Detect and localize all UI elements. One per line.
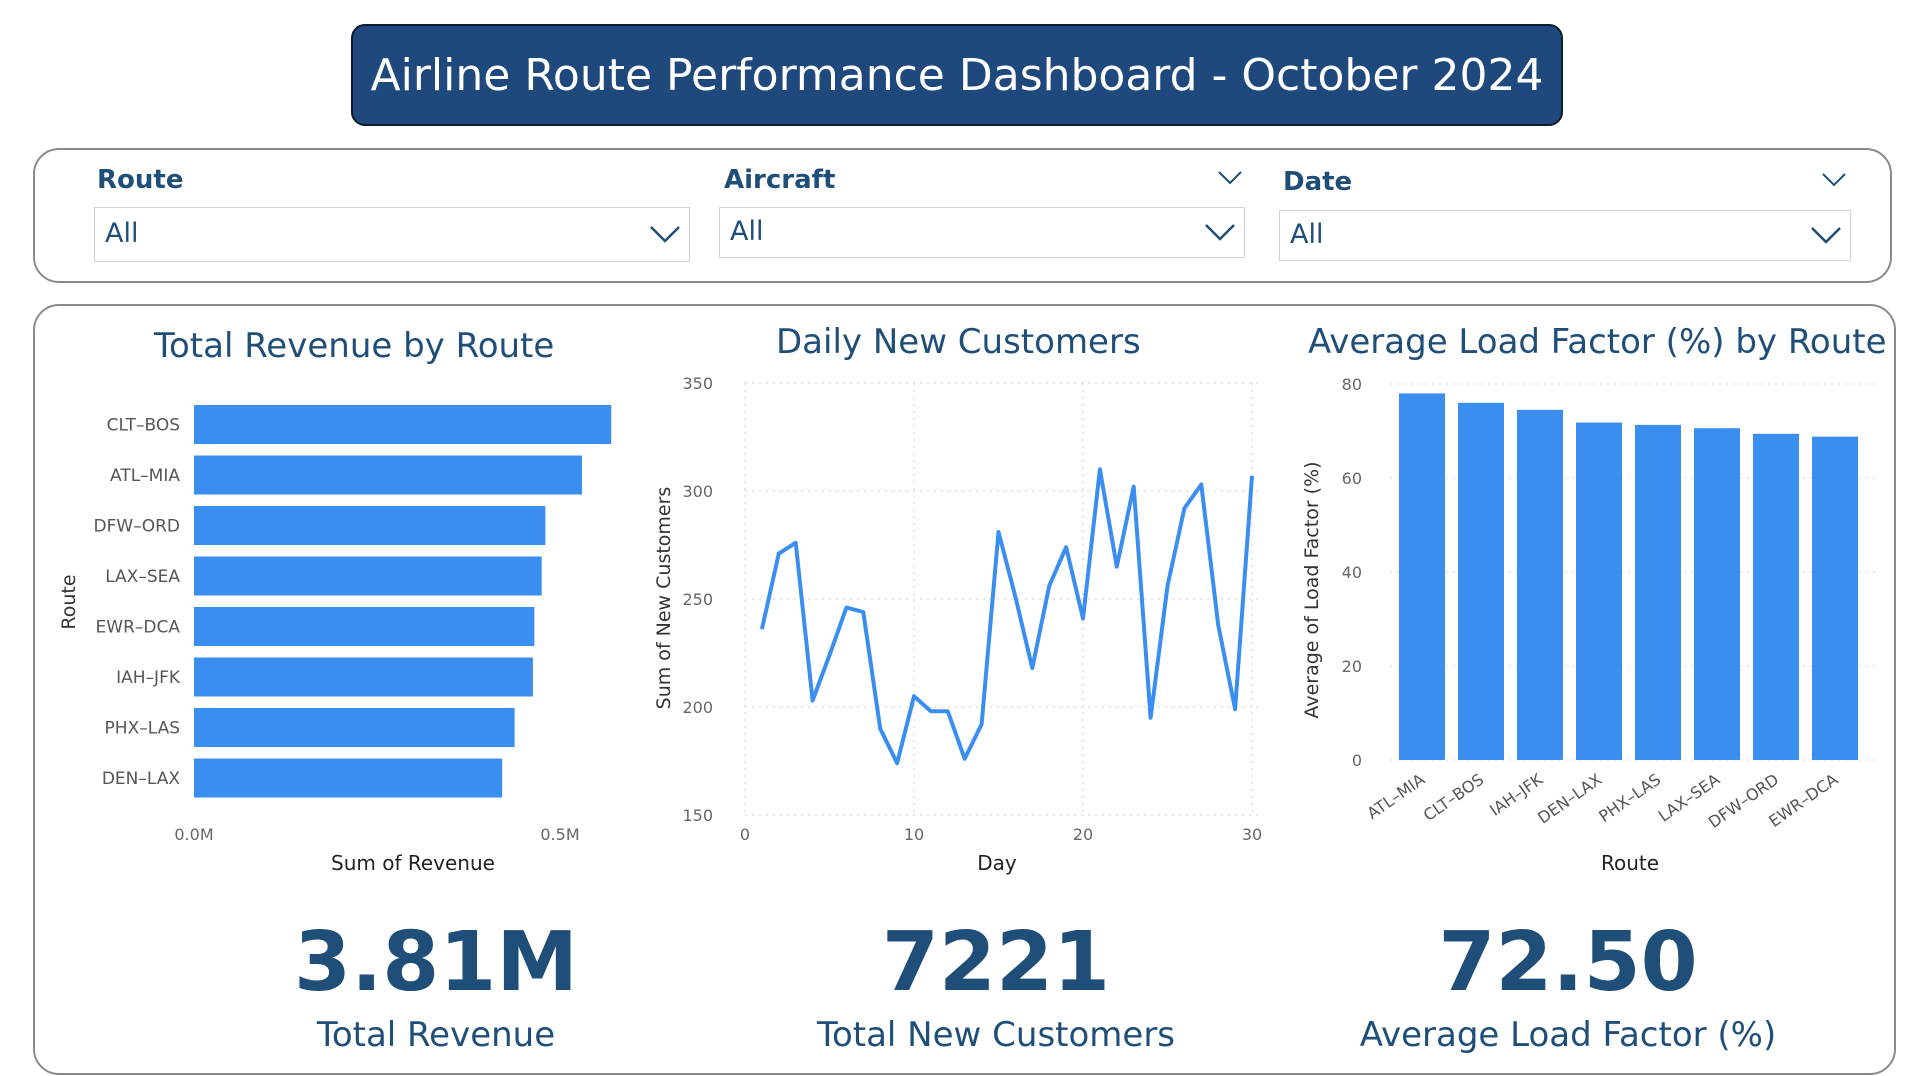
load-factor-bar [1576, 422, 1622, 760]
kpi-new-customers-value: 7221 [881, 915, 1111, 1010]
load-factor-category-label: CLT–BOS [1420, 770, 1488, 825]
revenue-category-label: ATL–MIA [110, 466, 180, 486]
load-factor-y-tick: 40 [1342, 563, 1362, 582]
revenue-category-label: CLT–BOS [107, 416, 180, 436]
load-factor-chart-title: Average Load Factor (%) by Route [1308, 322, 1887, 362]
customers-x-tick: 0 [740, 825, 750, 844]
kpi-load-factor-label: Average Load Factor (%) [1359, 1015, 1777, 1055]
customers-y-axis-label: Sum of New Customers [653, 487, 675, 710]
load-factor-bar [1812, 436, 1858, 760]
date-slicer-label: Date [1283, 167, 1353, 197]
customers-x-tick: 20 [1073, 825, 1093, 844]
kpi-total-revenue-label: Total Revenue [316, 1015, 556, 1055]
load-factor-bar [1753, 433, 1799, 760]
customers-y-tick: 200 [682, 698, 713, 717]
revenue-category-label: LAX–SEA [105, 567, 180, 587]
load-factor-category-label: DEN–LAX [1534, 770, 1605, 828]
chevron-down-icon [650, 226, 680, 243]
dashboard-title: Airline Route Performance Dashboard - Oc… [370, 49, 1544, 101]
load-factor-bar [1458, 402, 1504, 760]
revenue-bar [194, 455, 582, 495]
load-factor-bar [1635, 424, 1681, 760]
revenue-bar [194, 758, 503, 798]
customers-y-tick: 300 [682, 482, 713, 501]
route-slicer-dropdown[interactable]: All [94, 207, 690, 262]
revenue-y-axis-label: Route [58, 574, 80, 629]
load-factor-bar [1694, 428, 1740, 760]
route-slicer-label: Route [97, 165, 184, 195]
revenue-bar [194, 708, 515, 747]
load-factor-x-axis-label: Route [1601, 851, 1659, 875]
revenue-bar [194, 607, 535, 646]
revenue-category-label: PHX–LAS [105, 719, 180, 739]
dashboard-title-banner: Airline Route Performance Dashboard - Oc… [351, 24, 1563, 126]
revenue-x-tick-1: 0.5M [540, 825, 579, 844]
revenue-bar [194, 657, 533, 697]
kpi-load-factor-value: 72.50 [1438, 915, 1698, 1010]
load-factor-y-tick: 20 [1342, 657, 1362, 676]
customers-y-tick: 350 [682, 374, 713, 393]
customers-x-tick: 10 [904, 825, 924, 844]
load-factor-y-tick: 60 [1342, 469, 1362, 488]
load-factor-category-label: PHX–LAS [1595, 770, 1664, 826]
load-factor-y-axis-label: Average of Load Factor (%) [1301, 461, 1323, 718]
load-factor-category-label: ATL–MIA [1363, 770, 1428, 823]
aircraft-slicer-value: All [730, 216, 764, 247]
revenue-chart-title: Total Revenue by Route [154, 326, 555, 366]
load-factor-y-tick: 80 [1342, 375, 1362, 394]
load-factor-bar [1517, 409, 1563, 760]
load-factor-bar [1399, 393, 1445, 760]
kpi-new-customers-label: Total New Customers [816, 1015, 1176, 1055]
revenue-bar [194, 405, 612, 444]
kpi-total-revenue-value: 3.81M [294, 915, 578, 1010]
revenue-category-label: DFW–ORD [94, 517, 180, 537]
revenue-category-label: DEN–LAX [102, 769, 181, 789]
filter-panel: Route All Aircraft All Date All [33, 148, 1892, 283]
route-slicer-value: All [105, 218, 139, 249]
revenue-x-axis-label: Sum of Revenue [331, 851, 495, 875]
load-factor-y-tick: 0 [1352, 751, 1362, 770]
customers-x-tick: 30 [1242, 825, 1262, 844]
aircraft-slicer-dropdown[interactable]: All [719, 207, 1245, 258]
customers-chart-title: Daily New Customers [776, 322, 1141, 362]
date-slicer-value: All [1290, 219, 1324, 250]
chevron-down-icon [1811, 227, 1841, 244]
customers-series-line [759, 467, 1254, 766]
aircraft-slicer-label: Aircraft [724, 165, 836, 195]
customers-x-axis-label: Day [977, 851, 1017, 875]
chevron-down-icon [1205, 224, 1235, 241]
customers-y-tick: 150 [682, 806, 713, 825]
revenue-category-label: EWR–DCA [96, 618, 181, 638]
revenue-bar [194, 556, 542, 596]
aircraft-expand-chevron-icon[interactable] [1217, 170, 1243, 186]
customers-y-tick: 250 [682, 590, 713, 609]
revenue-bar [194, 506, 546, 545]
revenue-x-tick-0: 0.0M [174, 825, 213, 844]
revenue-category-label: IAH–JFK [116, 668, 181, 688]
date-expand-chevron-icon[interactable] [1821, 172, 1847, 188]
date-slicer-dropdown[interactable]: All [1279, 210, 1851, 261]
